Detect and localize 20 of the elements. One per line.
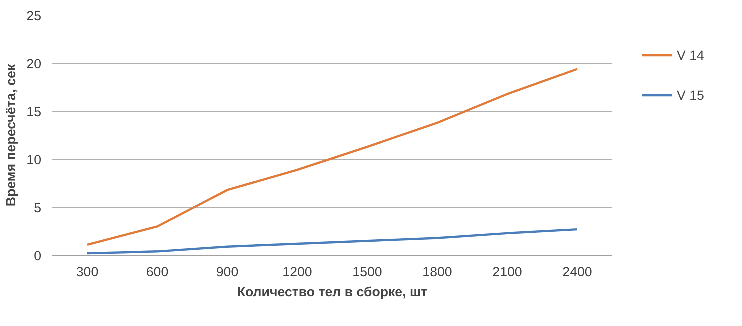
x-tick-label: 1800	[422, 264, 452, 280]
y-tick-label: 25	[26, 8, 42, 24]
legend-label: V 14	[677, 48, 704, 62]
y-tick-label: 5	[34, 200, 42, 216]
x-tick-label: 900	[216, 264, 239, 280]
y-axis-title: Время пересчёта, сек	[4, 64, 19, 207]
line-series	[86, 228, 579, 255]
y-tick-label: 20	[26, 56, 42, 72]
y-tick-label: 0	[34, 248, 42, 264]
x-tick-label: 1500	[352, 264, 382, 280]
x-tick-label: 300	[76, 264, 99, 280]
x-tick-label: 2100	[492, 264, 522, 280]
line-series	[86, 68, 579, 246]
x-tick-label: 2400	[562, 264, 592, 280]
x-tick-label: 1200	[282, 264, 312, 280]
x-tick-label: 600	[146, 264, 169, 280]
y-tick-label: 15	[26, 104, 42, 120]
y-tick-label: 10	[26, 152, 42, 168]
x-axis-title: Количество тел в сборке, шт	[237, 284, 428, 300]
legend-label: V 15	[677, 88, 704, 102]
